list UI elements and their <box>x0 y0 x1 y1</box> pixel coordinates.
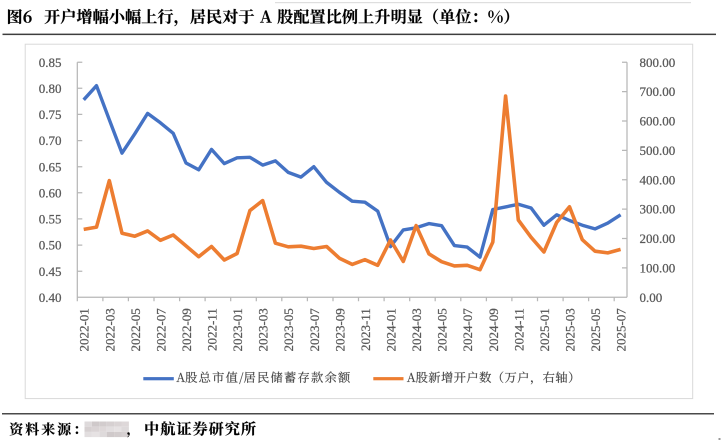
svg-text:2024-05: 2024-05 <box>435 308 450 351</box>
svg-text:2023-01: 2023-01 <box>230 308 245 351</box>
svg-text:2025-03: 2025-03 <box>563 308 578 351</box>
svg-text:2023-05: 2023-05 <box>281 308 296 351</box>
svg-text:200.00: 200.00 <box>640 231 676 246</box>
svg-text:2024-11: 2024-11 <box>511 308 526 351</box>
svg-text:0.85: 0.85 <box>39 55 62 70</box>
svg-text:0.45: 0.45 <box>39 264 62 279</box>
svg-text:2022-11: 2022-11 <box>205 308 220 351</box>
svg-text:2023-07: 2023-07 <box>307 308 322 352</box>
svg-text:2022-07: 2022-07 <box>153 308 168 352</box>
svg-text:2025-07: 2025-07 <box>614 308 629 352</box>
svg-text:0.75: 0.75 <box>39 107 62 122</box>
svg-text:0.65: 0.65 <box>39 159 62 174</box>
svg-text:800.00: 800.00 <box>640 55 676 70</box>
svg-text:2023-11: 2023-11 <box>358 308 373 351</box>
svg-text:2024-09: 2024-09 <box>486 308 501 351</box>
svg-text:400.00: 400.00 <box>640 172 676 187</box>
svg-text:2024-07: 2024-07 <box>460 308 475 352</box>
svg-text:700.00: 700.00 <box>640 84 676 99</box>
svg-text:0.80: 0.80 <box>39 81 62 96</box>
svg-text:2023-03: 2023-03 <box>256 308 271 351</box>
svg-text:0.70: 0.70 <box>39 133 62 148</box>
svg-text:0.00: 0.00 <box>640 290 663 305</box>
svg-text:2022-03: 2022-03 <box>102 308 117 351</box>
svg-text:2025-01: 2025-01 <box>537 308 552 351</box>
svg-text:2025-05: 2025-05 <box>588 308 603 351</box>
svg-text:0.40: 0.40 <box>39 290 62 305</box>
svg-text:2022-01: 2022-01 <box>77 308 92 351</box>
svg-text:2023-09: 2023-09 <box>332 308 347 351</box>
svg-text:2024-01: 2024-01 <box>384 308 399 351</box>
svg-text:300.00: 300.00 <box>640 202 676 217</box>
svg-text:0.50: 0.50 <box>39 238 62 253</box>
svg-text:600.00: 600.00 <box>640 114 676 129</box>
svg-text:2024-03: 2024-03 <box>409 308 424 351</box>
svg-text:100.00: 100.00 <box>640 261 676 276</box>
svg-text:500.00: 500.00 <box>640 143 676 158</box>
svg-text:2022-09: 2022-09 <box>179 308 194 351</box>
svg-text:2022-05: 2022-05 <box>128 308 143 351</box>
svg-text:0.55: 0.55 <box>39 212 62 227</box>
svg-text:0.60: 0.60 <box>39 185 62 200</box>
